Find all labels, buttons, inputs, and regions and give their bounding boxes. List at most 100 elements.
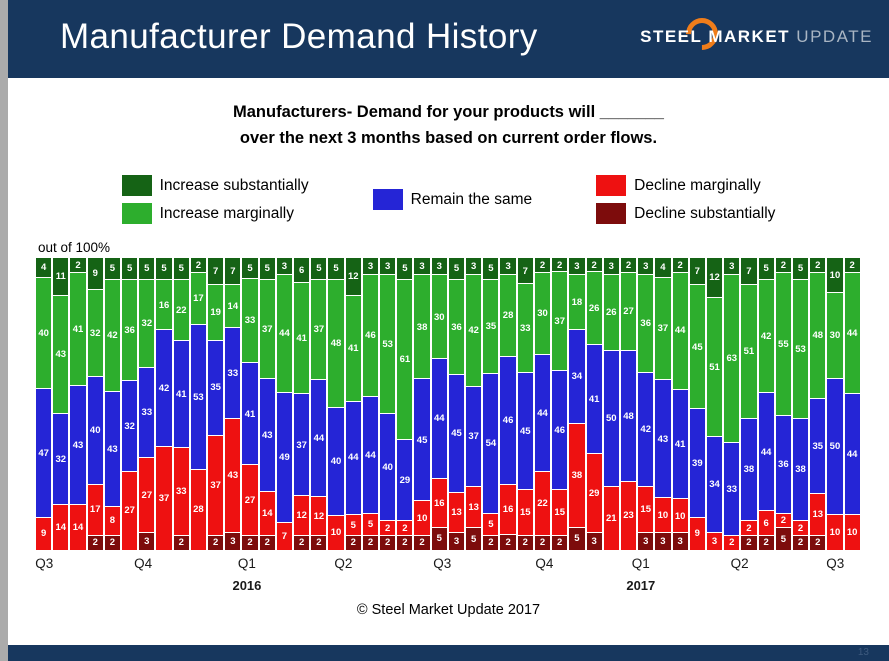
bar-segment: 46 [499, 355, 517, 486]
logo-steel-text: STEEL [640, 27, 703, 46]
bar-segment: 27 [619, 271, 638, 352]
bar-segment: 3 [447, 532, 466, 552]
bar-segment: 5 [361, 513, 380, 537]
bar-segment: 34 [568, 328, 586, 425]
bar-segment: 43 [224, 417, 242, 535]
bar-segment: 14 [52, 504, 70, 552]
bar-segment: 37 [310, 278, 328, 381]
stacked-bar: 7 14 33 43 3 [224, 257, 242, 552]
bar-segment: 5 [757, 257, 775, 281]
stacked-bar: 7 33 45 15 2 [516, 257, 534, 552]
bar-segment: 18 [568, 274, 586, 331]
bar-segment: 43 [258, 377, 276, 494]
bar-segment: 32 [52, 413, 70, 507]
bar-segment: 10 [826, 514, 844, 552]
bar-segment: 30 [533, 271, 552, 357]
bar-segment: 35 [482, 278, 500, 375]
bar-segment: 2 [551, 257, 569, 274]
bar-segment: 41 [172, 340, 190, 450]
legend-item-increase-marginally: Increase marginally [121, 203, 309, 225]
stacked-bar: 5 32 33 27 3 [138, 257, 156, 552]
bar-segment: 6 [293, 257, 311, 284]
bar-segment: 2 [482, 534, 500, 552]
bar-segment: 33 [241, 277, 259, 365]
bar-segment: 9 [86, 257, 104, 291]
stacked-bar: 5 36 32 27 [121, 257, 139, 552]
bar-segment: 2 [551, 534, 569, 552]
bar-segment: 53 [189, 324, 208, 471]
bar-segment: 3 [723, 257, 741, 277]
bar-segment: 44 [671, 271, 689, 391]
bar-segment: 37 [155, 445, 173, 552]
bar-segment: 2 [344, 534, 362, 552]
bar-segment: 6 [757, 510, 775, 537]
bar-segment: 5 [344, 513, 362, 537]
legend-item-remain-same: Remain the same [372, 189, 532, 211]
page-number: 13 [857, 647, 869, 658]
bar-segment: 2 [361, 534, 380, 552]
bar-segment: 38 [791, 417, 810, 523]
bar-segment: 10 [843, 514, 861, 552]
bar-segment: 27 [241, 464, 259, 538]
bar-segment: 10 [826, 257, 844, 295]
stacked-bar: 2 37 46 15 2 [551, 257, 569, 552]
stacked-bar: 5 16 42 37 [155, 257, 173, 552]
bar-segment: 12 [293, 495, 311, 537]
bar-segment: 37 [258, 278, 276, 380]
bar-segment: 16 [499, 483, 517, 537]
bar-segment: 29 [585, 452, 603, 535]
bar-segment: 21 [602, 486, 620, 552]
bar-segment: 63 [723, 274, 741, 445]
bar-segment: 48 [619, 349, 638, 484]
bar-segment: 36 [774, 415, 792, 515]
bar-segment: 5 [465, 527, 483, 552]
bar-segment: 5 [396, 257, 414, 281]
logo-market-text: MARKET [708, 27, 791, 46]
bar-segment: 3 [671, 532, 689, 552]
bar-segment: 41 [671, 388, 689, 501]
bar-segment: 5 [155, 257, 173, 282]
bar-segment: 36 [121, 279, 139, 383]
bar-segment: 10 [654, 497, 672, 535]
bar-segment: 3 [602, 257, 620, 277]
legend-item-increase-substantially: Increase substantially [121, 175, 309, 197]
stacked-bar: 3 36 42 15 3 [637, 257, 655, 552]
bar-segment: 27 [121, 471, 139, 552]
bar-segment: 14 [224, 283, 242, 330]
bar-segment: 38 [740, 417, 758, 523]
stacked-bar: 5 42 43 8 2 [103, 257, 122, 552]
bar-segment: 3 [637, 532, 655, 552]
bar-segment: 2 [533, 534, 552, 552]
stacked-bar: 5 22 41 33 2 [172, 257, 190, 552]
bar-segment: 5 [310, 257, 328, 281]
bar-segment: 2 [809, 534, 827, 552]
bar-segment: 32 [121, 380, 139, 474]
x-tick-label: Q2 [730, 556, 749, 572]
bar-segment: 14 [258, 491, 276, 537]
stacked-bar: 7 45 39 9 [688, 257, 706, 552]
bar-segment: 3 [275, 257, 294, 277]
bar-segment: 53 [791, 278, 810, 420]
bar-segment: 2 [809, 257, 827, 274]
bar-segment: 5 [138, 257, 156, 281]
bar-segment: 7 [207, 257, 225, 286]
bar-segment: 3 [705, 532, 724, 552]
bar-segment: 2 [207, 534, 225, 552]
bar-segment: 5 [241, 257, 259, 280]
bar-segment: 33 [138, 366, 156, 459]
bar-segment: 9 [688, 516, 706, 552]
bar-segment: 37 [551, 271, 569, 372]
x-tick-label: Q1 [237, 556, 256, 572]
bar-segment: 33 [172, 447, 190, 537]
bar-segment: 5 [430, 527, 448, 552]
stacked-bar: 3 30 44 16 5 [430, 257, 448, 552]
bar-segment: 34 [705, 436, 724, 535]
bar-segment: 53 [379, 273, 397, 416]
bar-segment: 2 [499, 534, 517, 552]
bar-segment: 5 [327, 257, 345, 281]
bar-segment: 5 [447, 257, 466, 281]
footer-bar: 13 [8, 645, 889, 661]
bar-segment: 44 [310, 378, 328, 498]
x-tick-label: Q4 [134, 556, 153, 572]
bar-segment: 47 [34, 387, 53, 519]
